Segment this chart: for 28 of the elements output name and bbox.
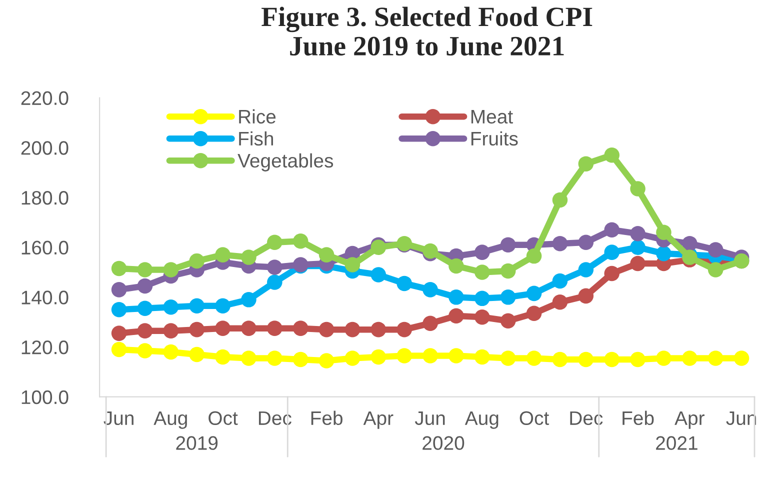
x-tick-label: Jun [104,411,134,426]
legend-label: Rice [239,109,276,124]
text: 2021 [656,436,698,450]
text: 2020 [422,436,464,450]
legend-label: Meat [471,110,513,124]
y-tick-label: 140.0 [22,290,68,304]
x-tick-label: Apr [363,411,394,429]
x-tick-label: Dec [570,411,603,426]
x-tick-label: Oct [520,411,550,426]
chart-title: Figure 3. Selected Food CPI June 2019 to June 2021 [262,6,592,56]
y-tick-label: 220.0 [21,91,68,106]
legend-label: Vegetables [238,153,334,172]
x-tick-label: Dec [258,411,292,426]
text: 2019 [176,436,218,450]
x-tick-label: Apr [674,411,704,429]
legend-label: Fish [239,131,273,146]
y-tick-label: 180.0 [22,190,68,205]
x-tick-label: Aug [154,411,187,429]
y-tick-label: 160.0 [22,240,68,255]
x-tick-label: Feb [311,410,342,426]
y-tick-label: 120.0 [22,340,68,354]
x-tick-label: Aug [464,411,498,429]
y-tick-label: 200.0 [21,141,68,155]
x-tick-label: Oct [208,411,238,426]
legend-label: Fruits [471,131,518,146]
x-tick-label: Jun [414,411,445,426]
y-tick-label: 100.0 [22,390,68,404]
x-tick-label: Feb [622,410,654,426]
